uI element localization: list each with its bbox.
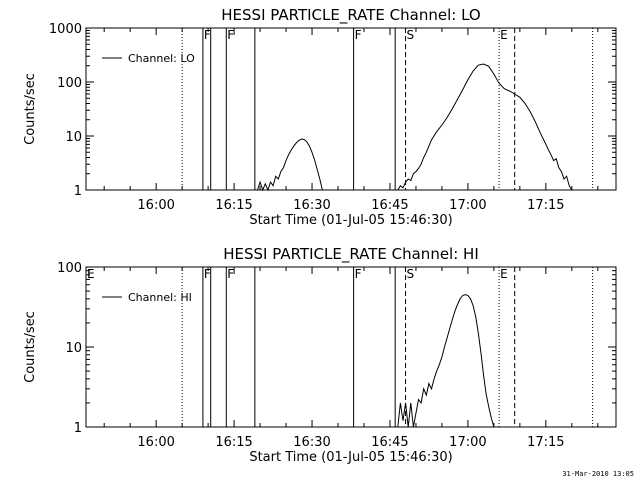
x-tick-label: 16:45 xyxy=(371,435,408,450)
event-marker-label: S xyxy=(407,267,415,281)
y-axis-label: Counts/sec xyxy=(23,73,38,145)
event-marker-label: F xyxy=(355,267,362,281)
x-tick-label: 16:30 xyxy=(293,435,330,450)
x-tick-label: 17:15 xyxy=(527,435,564,450)
event-marker-label: E xyxy=(87,267,95,281)
event-marker-label: F xyxy=(204,267,211,281)
x-tick-label: 16:15 xyxy=(215,435,252,450)
event-marker-label: F xyxy=(204,28,211,42)
event-marker-label: F xyxy=(355,28,362,42)
event-marker-label: E xyxy=(500,267,508,281)
x-tick-label: 16:45 xyxy=(371,198,408,213)
event-marker-label: F xyxy=(227,28,234,42)
series-line xyxy=(397,294,495,428)
x-tick-label: 17:00 xyxy=(449,198,486,213)
x-axis-label: Start Time (01-Jul-05 15:46:30) xyxy=(249,213,452,228)
x-axis-label: Start Time (01-Jul-05 15:46:30) xyxy=(249,450,452,465)
legend-label: Channel: LO xyxy=(128,52,195,65)
x-tick-label: 17:15 xyxy=(527,198,564,213)
x-tick-label: 16:00 xyxy=(137,435,174,450)
event-marker-label: F xyxy=(227,267,234,281)
chart-title: HESSI PARTICLE_RATE Channel: HI xyxy=(223,245,479,264)
series-line xyxy=(257,63,573,192)
y-tick-label: 1 xyxy=(74,421,82,436)
y-tick-label: 10 xyxy=(65,341,82,356)
event-marker-label: E xyxy=(500,28,508,42)
y-tick-label: 100 xyxy=(57,76,82,91)
footer-timestamp: 31-Mar-2010 13:05 xyxy=(562,470,634,478)
x-tick-label: 16:15 xyxy=(215,198,252,213)
y-tick-label: 1 xyxy=(74,184,82,199)
x-tick-label: 16:00 xyxy=(137,198,174,213)
y-axis-label: Counts/sec xyxy=(23,311,38,383)
legend-label: Channel: HI xyxy=(128,291,192,304)
y-tick-label: 10 xyxy=(65,130,82,145)
y-tick-label: 100 xyxy=(57,261,82,276)
x-tick-label: 17:00 xyxy=(449,435,486,450)
y-tick-label: 1000 xyxy=(49,22,82,37)
x-tick-label: 16:30 xyxy=(293,198,330,213)
event-marker-label: S xyxy=(407,28,415,42)
chart-title: HESSI PARTICLE_RATE Channel: LO xyxy=(221,6,480,25)
plot-frame xyxy=(85,27,617,191)
